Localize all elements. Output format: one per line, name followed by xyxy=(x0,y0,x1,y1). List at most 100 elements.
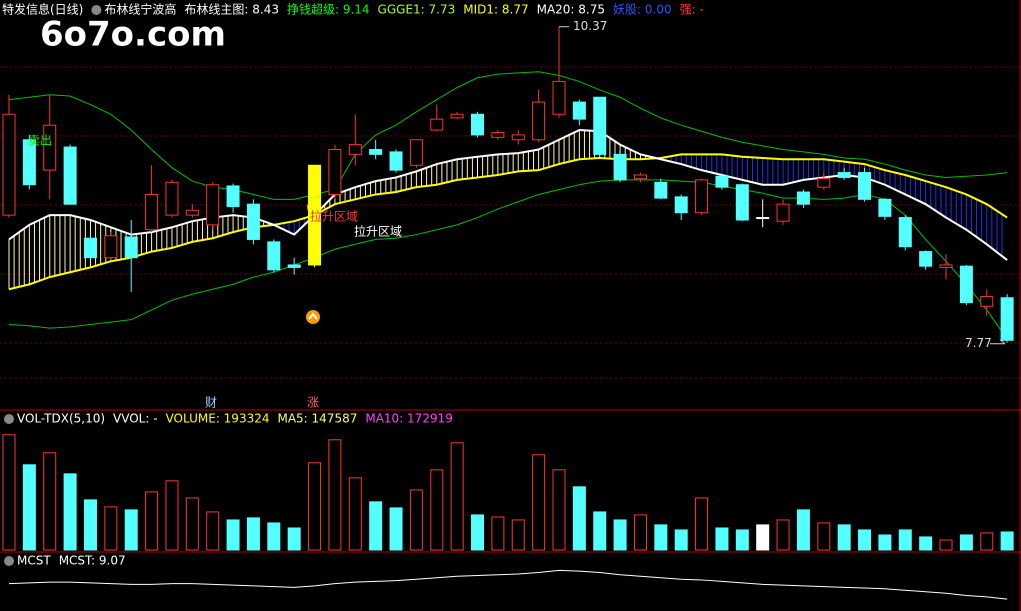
header-label: GGGE1: 7.73 xyxy=(378,3,456,17)
volume-bar xyxy=(308,462,322,551)
candle-body xyxy=(348,144,362,155)
candle-body xyxy=(572,101,586,120)
volume-bar xyxy=(430,469,444,551)
volume-bar xyxy=(185,497,199,551)
volume-bar xyxy=(858,529,872,551)
volume-bar xyxy=(124,509,138,551)
header-label: 挣钱超级: 9.14 xyxy=(287,2,370,17)
volume-bar xyxy=(532,454,546,551)
low-label: 7.77 xyxy=(965,336,992,350)
volume-bar xyxy=(389,507,403,551)
candle-body xyxy=(430,118,444,131)
volume-bar xyxy=(165,480,179,551)
volume-bar xyxy=(572,486,586,551)
volume-bar xyxy=(246,517,260,551)
mcst-line xyxy=(8,569,1008,600)
volume-bar xyxy=(83,499,97,551)
candle-body xyxy=(898,217,912,248)
header-label: 妖股: 0.00 xyxy=(613,3,672,17)
menu-icon xyxy=(91,5,102,15)
volume-bar xyxy=(328,439,342,551)
candle-body xyxy=(919,251,933,267)
volume-bar xyxy=(756,524,770,551)
header-label: 强: - xyxy=(680,3,704,17)
header-label: VOLUME: 193324 xyxy=(166,412,270,426)
volume-bar xyxy=(959,534,973,551)
volume-bar xyxy=(43,452,57,551)
volume-bar xyxy=(2,434,16,551)
candle-body xyxy=(511,134,525,141)
volume-bar xyxy=(919,536,933,551)
candle-body xyxy=(959,265,973,304)
volume-bar xyxy=(715,527,729,551)
volume-bar xyxy=(674,529,688,551)
candle-body xyxy=(1000,297,1014,341)
volume-bar xyxy=(348,477,362,551)
candle-body xyxy=(613,153,627,181)
indicator-line xyxy=(8,153,1008,291)
annotation: 拉升区域 xyxy=(354,224,402,239)
header-label: MA20: 8.75 xyxy=(537,3,605,17)
candle-body xyxy=(389,151,403,171)
header-label: 布林线主图: 8.43 xyxy=(184,3,279,17)
candle-body xyxy=(287,264,301,268)
volume-bar xyxy=(22,464,36,551)
volume-bar xyxy=(226,519,240,551)
candle-body xyxy=(226,185,240,208)
indicator-line xyxy=(8,71,1008,200)
candle-body xyxy=(817,178,831,188)
low-pointer xyxy=(990,339,1006,345)
signal-icon xyxy=(306,310,320,324)
candle-body xyxy=(206,184,220,226)
volume-bar xyxy=(471,514,485,551)
header-label: 布林线宁波高 xyxy=(104,2,176,17)
candle-body xyxy=(328,148,342,195)
volume-bar xyxy=(837,524,851,551)
signal-marker: 涨 xyxy=(307,395,319,410)
header-label: MA5: 147587 xyxy=(277,412,357,426)
candle-body xyxy=(63,146,77,205)
candle-body xyxy=(878,198,892,217)
candle-body xyxy=(165,181,179,216)
volume-bar xyxy=(409,489,423,551)
candle-body xyxy=(796,191,810,205)
header-label: MCST xyxy=(17,554,51,568)
volume-bar xyxy=(206,511,220,551)
volume-bar xyxy=(817,522,831,551)
candle-body xyxy=(308,164,322,266)
watermark: 6o7o.com xyxy=(40,15,226,55)
candle-body xyxy=(369,148,383,155)
candle-body xyxy=(756,217,770,220)
candle-body xyxy=(735,184,749,221)
volume-bar xyxy=(104,506,118,551)
volume-bar xyxy=(145,491,159,551)
candle-body xyxy=(980,296,994,307)
volume-bar xyxy=(613,519,627,551)
candle-body xyxy=(471,113,485,136)
header-label: VOL-TDX(5,10) xyxy=(17,412,105,426)
candle-body xyxy=(593,96,607,155)
candle-body xyxy=(43,124,57,171)
candle-body xyxy=(145,193,159,231)
candle-body xyxy=(633,174,647,180)
volume-bar xyxy=(267,522,281,551)
signal-marker: 财 xyxy=(205,396,217,410)
volume-bar xyxy=(287,527,301,551)
volume-bar xyxy=(369,501,383,551)
candle-body xyxy=(491,131,505,138)
menu-icon xyxy=(4,414,14,424)
candle-body xyxy=(2,113,16,216)
annotation: 卖出 xyxy=(28,134,52,148)
volume-bar xyxy=(1000,531,1014,551)
volume-bar xyxy=(980,532,994,551)
header-label: VVOL: - xyxy=(113,412,158,426)
candle-body xyxy=(83,237,97,259)
price-grid xyxy=(0,66,1021,379)
volume-bar xyxy=(552,469,566,551)
candle-body xyxy=(674,196,688,214)
volume-bar xyxy=(939,539,953,551)
candle-body xyxy=(532,101,546,141)
volume-bar xyxy=(593,511,607,551)
volume-bar xyxy=(695,497,709,551)
candle-body xyxy=(654,181,668,199)
